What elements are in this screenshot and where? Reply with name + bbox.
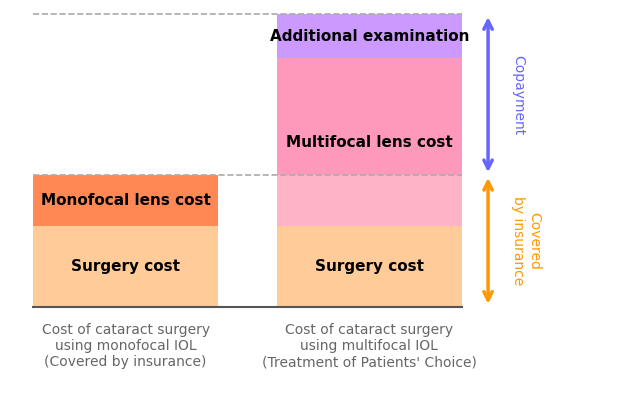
Text: Additional examination: Additional examination bbox=[269, 29, 469, 44]
FancyBboxPatch shape bbox=[33, 175, 218, 226]
FancyBboxPatch shape bbox=[277, 175, 461, 226]
FancyBboxPatch shape bbox=[277, 226, 461, 307]
Text: Cost of cataract surgery
using multifocal IOL
(Treatment of Patients' Choice): Cost of cataract surgery using multifoca… bbox=[262, 323, 477, 370]
Text: Surgery cost: Surgery cost bbox=[71, 259, 180, 274]
FancyBboxPatch shape bbox=[277, 14, 461, 58]
Text: Covered
by insurance: Covered by insurance bbox=[511, 196, 541, 286]
FancyBboxPatch shape bbox=[33, 226, 218, 307]
FancyBboxPatch shape bbox=[277, 58, 461, 175]
Text: Surgery cost: Surgery cost bbox=[315, 259, 424, 274]
Text: Cost of cataract surgery
using monofocal IOL
(Covered by insurance): Cost of cataract surgery using monofocal… bbox=[42, 323, 210, 370]
Text: Multifocal lens cost: Multifocal lens cost bbox=[286, 135, 453, 150]
Text: Copayment: Copayment bbox=[511, 54, 525, 135]
Text: Monofocal lens cost: Monofocal lens cost bbox=[40, 193, 211, 208]
